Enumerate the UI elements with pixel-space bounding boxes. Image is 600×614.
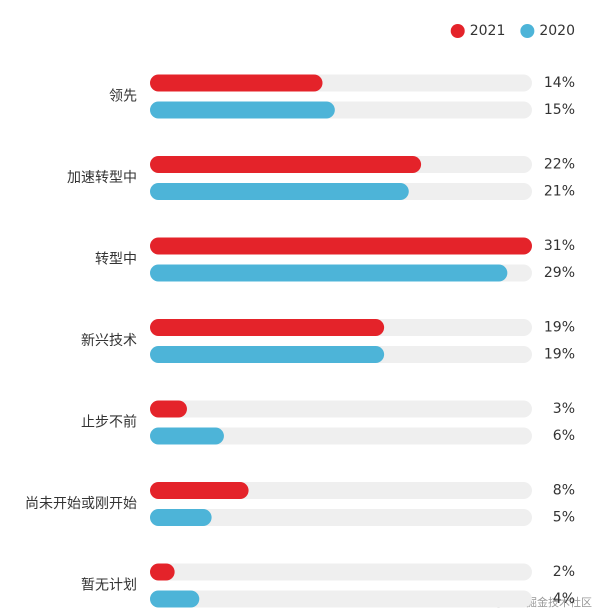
- category-label: 转型中: [95, 252, 137, 268]
- category-label: 暂无计划: [81, 578, 137, 594]
- value-label: 6%: [553, 428, 575, 444]
- category-label: 加速转型中: [67, 170, 137, 186]
- category-label: 新兴技术: [81, 333, 137, 349]
- value-label: 29%: [544, 265, 575, 281]
- legend-marker: [520, 24, 535, 38]
- value-label: 8%: [553, 483, 575, 499]
- bar: [150, 101, 335, 119]
- value-label: 2%: [553, 564, 575, 580]
- category-label: 尚未开始或刚开始: [25, 496, 137, 512]
- bar: [150, 482, 249, 499]
- bar-track: [150, 590, 532, 608]
- bar: [150, 427, 224, 445]
- category-label: 止步不前: [81, 414, 137, 431]
- bar: [150, 156, 422, 173]
- value-label: 14%: [544, 75, 575, 91]
- bar-track: [150, 427, 532, 445]
- bar: [150, 319, 385, 336]
- bar: [150, 183, 409, 200]
- value-label: 5%: [553, 510, 575, 526]
- bar: [150, 346, 385, 363]
- category-label: 领先: [109, 89, 137, 105]
- bar: [150, 264, 508, 282]
- legend-marker: [450, 24, 465, 38]
- bar: [150, 590, 200, 608]
- bar: [150, 509, 212, 526]
- value-label: 22%: [544, 157, 575, 173]
- value-label: 15%: [544, 102, 575, 118]
- bar-track: [150, 563, 532, 581]
- bar-track: [150, 400, 532, 418]
- bar-track: [150, 509, 532, 526]
- value-label: 31%: [544, 238, 575, 254]
- bar: [150, 400, 187, 418]
- value-label: 4%: [553, 591, 575, 607]
- value-label: 21%: [544, 184, 575, 200]
- value-label: 19%: [544, 320, 575, 336]
- bar: [150, 237, 532, 255]
- value-label: 19%: [544, 347, 575, 363]
- bar: [150, 563, 175, 581]
- bar: [150, 74, 323, 92]
- legend-label: 2020: [539, 23, 575, 39]
- legend-label: 2021: [470, 23, 506, 39]
- value-label: 3%: [553, 401, 575, 417]
